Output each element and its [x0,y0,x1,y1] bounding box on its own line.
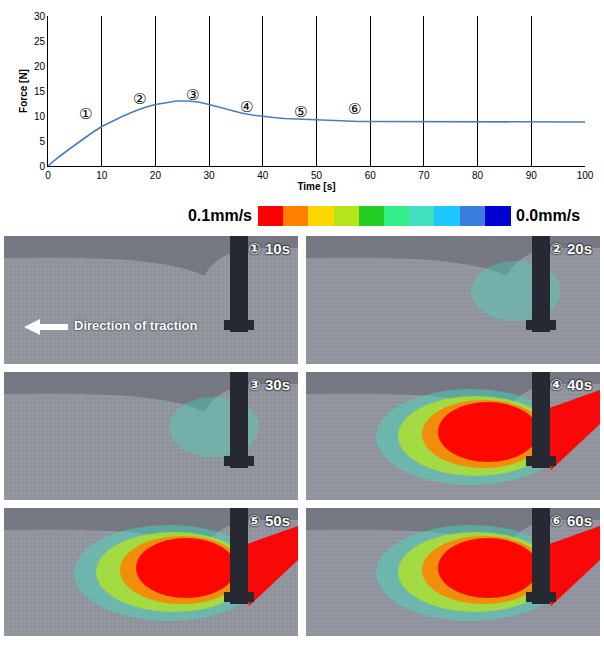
svg-text:Time [s]: Time [s] [297,181,335,192]
svg-text:30: 30 [34,11,46,22]
svg-text:80: 80 [472,170,484,181]
html-text:Direction of traction: Direction of traction [74,318,198,333]
html-text:① 10s: ① 10s [248,240,290,257]
svg-text:Force [N]: Force [N] [18,69,29,113]
html-text:⑥ 60s: ⑥ 60s [550,512,592,529]
svg-text:①: ① [79,105,92,122]
svg-text:25: 25 [34,36,46,47]
html-text:③ 30s: ③ 30s [248,376,290,393]
svg-text:⑥: ⑥ [348,100,361,117]
svg-text:10: 10 [96,170,108,181]
svg-text:⑤: ⑤ [294,103,307,120]
svg-text:0: 0 [45,170,51,181]
svg-text:0: 0 [39,161,45,172]
svg-text:60: 60 [365,170,377,181]
html-text:0.1mm/s: 0.1mm/s [188,207,252,224]
svg-text:10: 10 [34,111,46,122]
svg-text:20: 20 [34,61,46,72]
svg-text:20: 20 [150,170,162,181]
svg-text:③: ③ [186,86,199,103]
svg-text:④: ④ [240,98,253,115]
svg-text:40: 40 [257,170,269,181]
html-text:0.0mm/s: 0.0mm/s [516,207,580,224]
svg-text:50: 50 [311,170,323,181]
html-text:⑤ 50s: ⑤ 50s [248,512,290,529]
svg-text:②: ② [133,90,146,107]
svg-text:15: 15 [34,86,46,97]
svg-text:100: 100 [577,170,594,181]
svg-text:70: 70 [418,170,430,181]
svg-text:90: 90 [526,170,538,181]
svg-text:30: 30 [204,170,216,181]
html-text:④ 40s: ④ 40s [550,376,592,393]
html-text:② 20s: ② 20s [550,240,592,257]
svg-text:5: 5 [39,136,45,147]
